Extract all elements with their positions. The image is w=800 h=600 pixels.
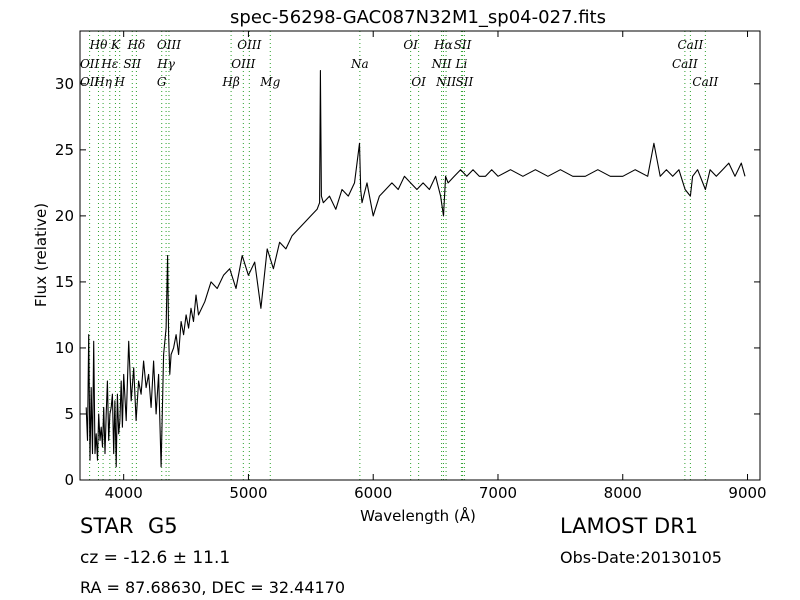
y-axis-ticks: 0 5 10 15 20 25 30 [55,75,760,489]
line-label: Hγ [156,57,175,71]
line-label: CaII [692,75,718,89]
y-tick-label: 20 [55,207,74,225]
line-label: Hθ [89,38,108,52]
y-tick-label: 25 [55,141,74,159]
line-label: H [113,75,125,89]
line-label: K [110,38,121,52]
line-label: OIII [231,57,255,71]
line-label: OIII [237,38,261,52]
survey-name: LAMOST DR1 [560,514,699,538]
y-tick-label: 30 [55,75,74,93]
line-label: OI [411,75,426,89]
x-tick-label: 6000 [354,484,392,502]
line-label: CaII [672,57,698,71]
y-tick-label: 5 [64,405,74,423]
redshift-cz: cz = -12.6 ± 11.1 [80,548,231,568]
y-tick-label: 10 [55,339,74,357]
x-tick-label: 4000 [105,484,143,502]
y-tick-label: 15 [55,273,74,291]
ra-dec-coordinates: RA = 87.68630, DEC = 32.44170 [80,578,346,597]
plot-frame [79,30,761,481]
line-label: Hε [100,57,118,71]
line-label: Hβ [221,75,239,89]
x-axis-ticks: 4000 5000 6000 7000 8000 9000 [105,31,767,502]
line-label: NII [435,75,456,89]
line-label: Na [350,57,369,71]
line-label: Li [455,57,468,71]
x-tick-label: 5000 [229,484,267,502]
x-tick-label: 8000 [604,484,642,502]
line-label: SII [454,38,472,52]
line-label: OII [80,57,100,71]
line-label: Mg [259,75,280,89]
line-label: Hδ [127,38,146,52]
line-label: OII [80,75,100,89]
spectrum-series [85,70,746,468]
object-subclass: G5 [148,514,178,538]
spectrum-line [85,70,746,468]
line-label: Hα [433,38,453,52]
x-tick-label: 7000 [479,484,517,502]
y-axis-label: Flux (relative) [32,203,50,307]
spectral-line-markers [89,31,706,480]
line-label: CaII [677,38,703,52]
line-label: SII [456,75,474,89]
line-label: OI [403,38,418,52]
line-label: Hη [93,75,112,89]
line-label: SII [123,57,141,71]
line-label: G [157,75,167,89]
line-label: OIII [157,38,181,52]
object-class: STAR [80,514,134,538]
line-label: NII [431,57,452,71]
x-tick-label: 9000 [728,484,766,502]
y-tick-label: 0 [64,471,74,489]
chart-title: spec-56298-GAC087N32M1_sp04-027.fits [230,7,606,28]
observation-date: Obs-Date:20130105 [560,548,722,567]
x-axis-label: Wavelength (Å) [360,506,476,525]
